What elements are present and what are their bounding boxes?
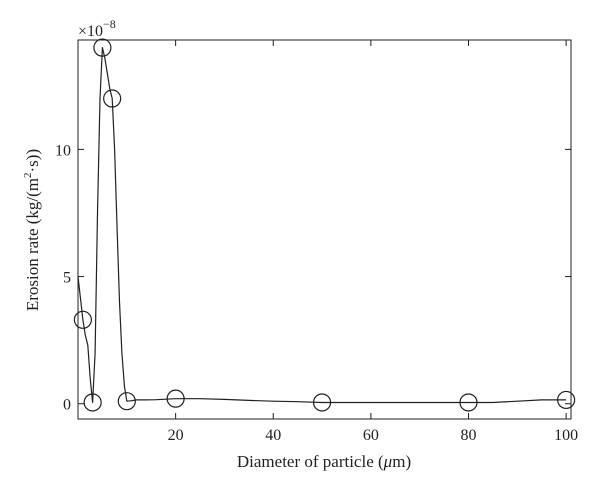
y-multiplier-exponent: −8 [103, 17, 116, 31]
y-axis-label-superscript: 2 [22, 172, 34, 178]
data-point-marker [166, 389, 185, 408]
y-tick-label: 0 [63, 397, 71, 414]
x-axis-label-mu: μ [383, 452, 393, 471]
x-tick-label: 60 [363, 427, 379, 444]
y-axis-label-suffix: ·s)) [23, 149, 42, 173]
data-point-marker [459, 393, 478, 412]
data-point-marker [103, 89, 122, 108]
data-markers [73, 38, 576, 412]
data-point-marker [93, 38, 112, 57]
x-tick-label: 80 [460, 427, 476, 444]
x-axis-label: Diameter of particle (μm) [237, 452, 411, 471]
axis-ticks: 20 40 60 80 100 0 5 10 [55, 40, 578, 444]
data-point-marker [557, 390, 576, 410]
fitted-curve [77, 46, 567, 404]
y-axis-label: Erosion rate (kg/(m2·s)) [22, 149, 42, 311]
x-tick-label: 100 [554, 427, 578, 444]
data-point-marker [73, 310, 92, 329]
x-tick-label: 40 [265, 427, 281, 444]
y-tick-label: 5 [63, 270, 71, 287]
y-axis-label-prefix: Erosion rate (kg/(m [23, 178, 42, 311]
x-axis-label-suffix: m) [392, 452, 411, 471]
x-axis-label-prefix: Diameter of particle ( [237, 452, 384, 471]
data-point-marker [312, 393, 332, 412]
series-line [77, 46, 567, 404]
y-axis-multiplier: ×10−8 [78, 17, 116, 40]
plot-area-frame [77, 39, 572, 420]
y-multiplier-base: ×10 [78, 23, 103, 40]
data-point-marker [83, 393, 102, 412]
data-point-marker [117, 392, 136, 411]
x-tick-label: 20 [168, 427, 184, 444]
y-tick-label: 10 [55, 142, 71, 159]
